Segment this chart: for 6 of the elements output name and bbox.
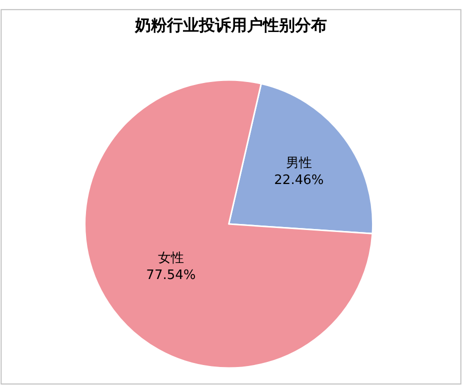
chart-title: 奶粉行业投诉用户性别分布 bbox=[134, 16, 327, 35]
slice-label: 女性 bbox=[158, 250, 184, 266]
slice-label: 男性 bbox=[286, 156, 312, 171]
pie-slice bbox=[84, 79, 374, 369]
data-label: 77.54% bbox=[146, 268, 196, 283]
data-label: 22.46% bbox=[274, 172, 324, 188]
